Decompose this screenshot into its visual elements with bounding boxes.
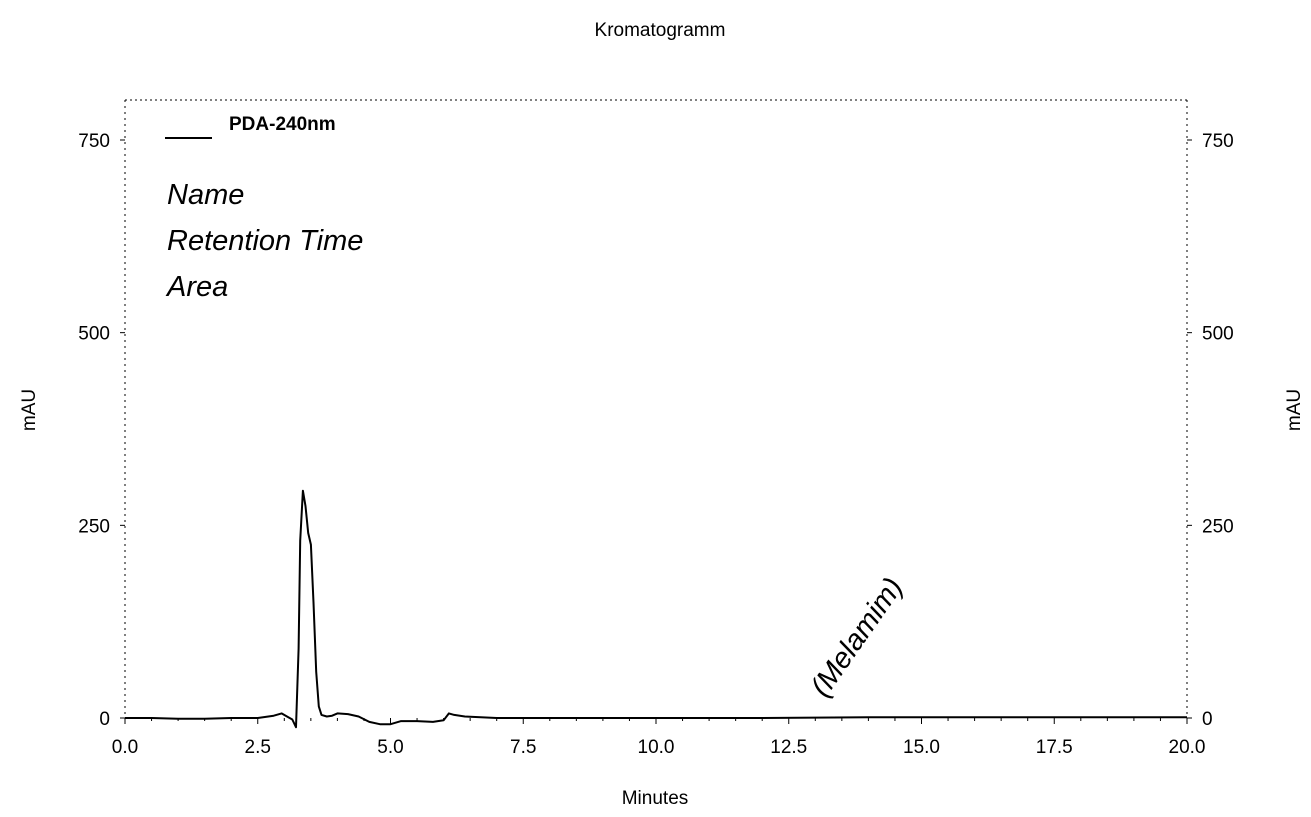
plot-frame (124, 99, 1188, 718)
info-label-name: Name (167, 179, 244, 211)
y-axis-label-left: mAU (19, 389, 40, 431)
y-tick-label-right: 750 (1202, 131, 1234, 152)
x-tick-label: 12.5 (770, 737, 807, 758)
x-tick-label: 15.0 (903, 737, 940, 758)
legend-entry-pda-240nm: PDA-240nm (229, 114, 336, 135)
y-tick-label-left: 0 (99, 709, 110, 730)
y-axis-label-right: mAU (1284, 389, 1305, 431)
x-tick-label: 7.5 (510, 737, 536, 758)
series-layer (125, 489, 1187, 729)
x-axis-label: Minutes (622, 788, 689, 809)
x-tick-label: 0.0 (112, 737, 138, 758)
chart-title: Kromatogramm (595, 20, 726, 41)
y-tick-label-right: 0 (1202, 709, 1213, 730)
peak-annotation-melamim: (Melamim) (805, 572, 910, 703)
y-tick-label-right: 250 (1202, 516, 1234, 537)
x-tick-label: 2.5 (245, 737, 271, 758)
y-tick-label-left: 500 (78, 324, 110, 345)
axis-ticks: 0.0 2.5 5.0 7.5 10.0 12.5 15.0 17.5 20.0 0 0 250 250… (78, 131, 1233, 758)
series-line-pda-240nm (125, 489, 1187, 729)
x-tick-label: 20.0 (1169, 737, 1206, 758)
info-label-retention-time: Retention Time (167, 225, 363, 257)
y-tick-label-left: 250 (78, 516, 110, 537)
x-tick-label: 5.0 (377, 737, 403, 758)
y-tick-label-left: 750 (78, 131, 110, 152)
info-label-area: Area (165, 271, 228, 303)
x-tick-label: 10.0 (638, 737, 675, 758)
x-tick-label: 17.5 (1036, 737, 1073, 758)
y-tick-label-right: 500 (1202, 324, 1234, 345)
